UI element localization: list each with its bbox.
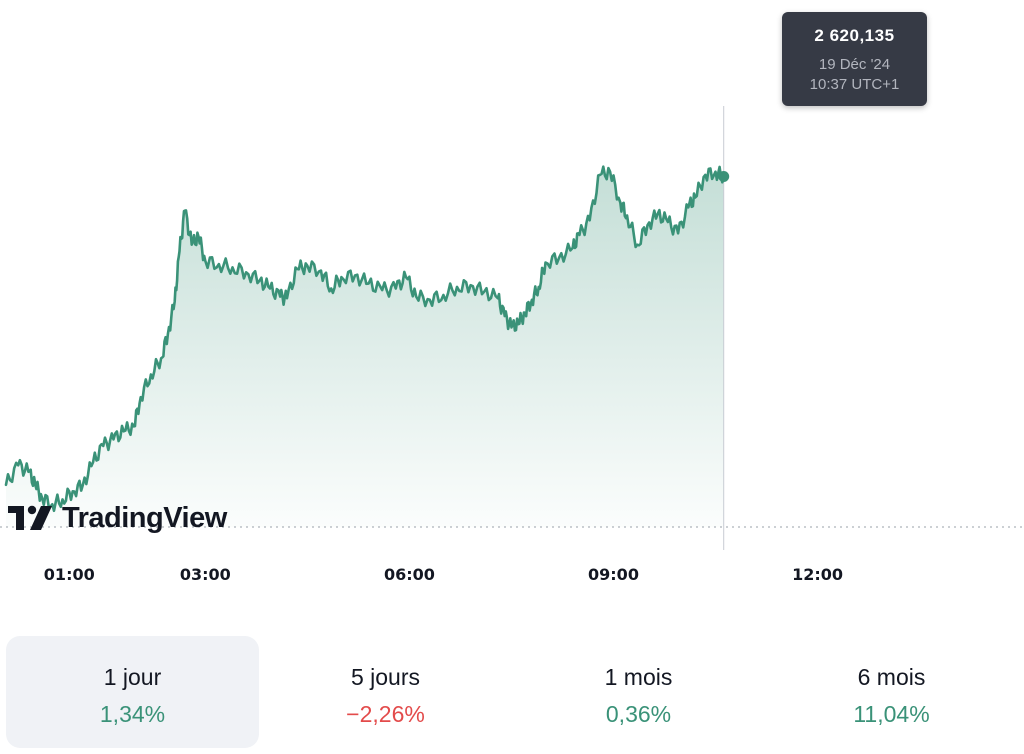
chart-canvas[interactable]: 01:00 03:00 06:00 09:00 12:00 [0,0,1024,600]
period-5-days[interactable]: 5 jours −2,26% [259,636,512,748]
price-line [4,165,725,513]
x-tick-label: 06:00 [384,565,435,584]
period-change: 0,36% [605,701,672,727]
period-1-day[interactable]: 1 jour 1,34% [6,636,259,748]
x-axis: 01:00 03:00 06:00 09:00 12:00 [44,565,843,584]
x-tick-label: 03:00 [180,565,231,584]
tradingview-logo-icon [8,505,52,530]
x-tick-label: 09:00 [588,565,639,584]
x-tick-label: 12:00 [792,565,843,584]
tooltip-price: 2 620,135 [814,26,895,45]
period-change: 11,04% [853,701,930,727]
period-selector: 1 jour 1,34% 5 jours −2,26% 1 mois 0,36%… [6,636,1018,748]
period-label: 1 mois [604,664,673,690]
tooltip-date: 19 Déc '24 [818,56,891,73]
period-6-months[interactable]: 6 mois 11,04% [765,636,1018,748]
tradingview-logo[interactable]: TradingView [8,500,227,536]
last-price-dot [718,171,730,183]
period-label: 1 jour [103,664,162,690]
period-label: 5 jours [350,664,421,690]
price-tooltip: 2 620,135 19 Déc '24 10:37 UTC+1 [782,12,927,106]
price-area-fill [6,166,724,527]
tradingview-logo-text: TradingView [62,501,227,534]
period-change: 1,34% [99,701,166,727]
tooltip-time: 10:37 UTC+1 [809,76,900,93]
period-1-month[interactable]: 1 mois 0,36% [512,636,765,748]
price-chart[interactable]: 01:00 03:00 06:00 09:00 12:00 2 620,135 19 D… [0,0,1024,600]
x-tick-label: 01:00 [44,565,95,584]
period-label: 6 mois [857,664,926,690]
period-change: −2,26% [346,701,425,727]
